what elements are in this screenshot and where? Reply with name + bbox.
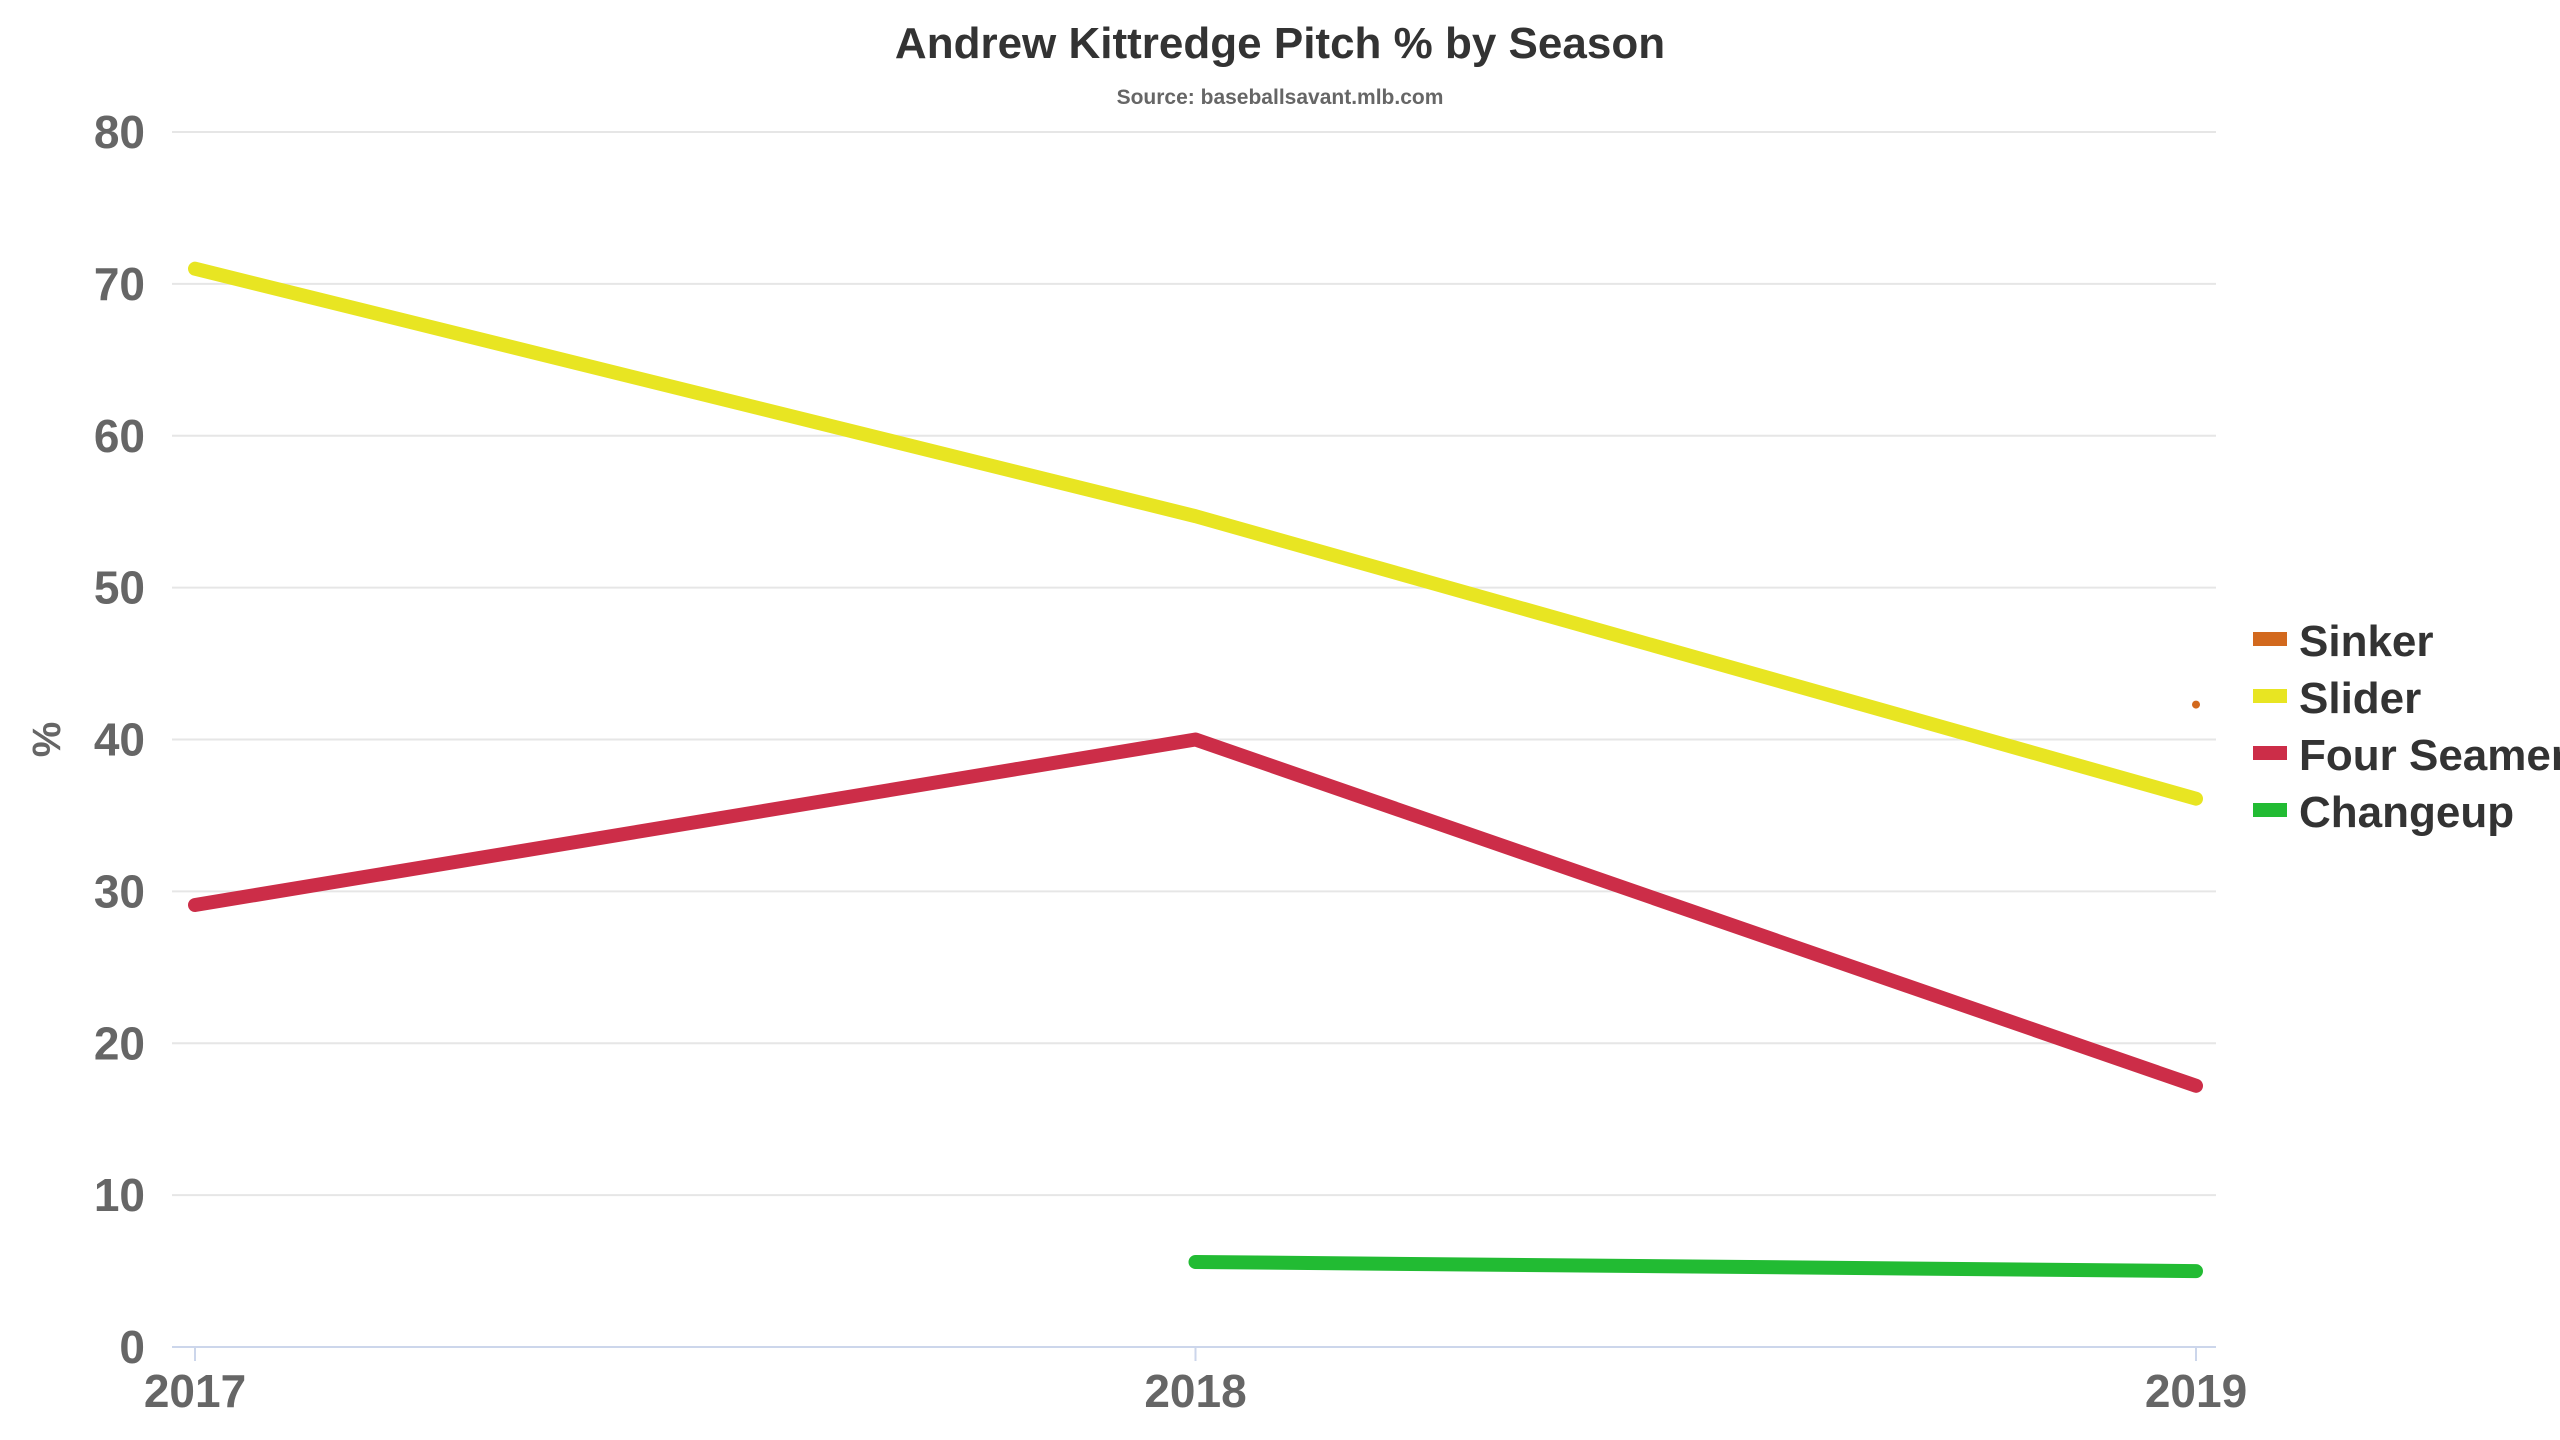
- y-axis-title: %: [25, 722, 69, 758]
- legend-label-four-seamer[interactable]: Four Seamer: [2299, 731, 2560, 780]
- y-axis: 0 10 20 30 40 50 60 70 80: [94, 106, 145, 1373]
- legend: Sinker Slider Four Seamer Changeup: [2253, 617, 2560, 837]
- chart-title: Andrew Kittredge Pitch % by Season: [895, 19, 1665, 68]
- legend-swatch-changeup: [2253, 803, 2287, 817]
- y-tick-label: 10: [94, 1169, 145, 1221]
- y-tick-label: 20: [94, 1017, 145, 1069]
- gridlines: [172, 131, 2216, 1197]
- legend-label-sinker[interactable]: Sinker: [2299, 617, 2434, 666]
- series-line-slider: [188, 261, 2203, 806]
- data-point-sinker: [2192, 700, 2200, 709]
- x-tick-label: 2019: [2145, 1365, 2247, 1417]
- y-tick-label: 50: [94, 562, 145, 614]
- plot-area: [188, 261, 2203, 1279]
- x-axis: 2017 2018 2019: [144, 1346, 2247, 1417]
- y-tick-label: 70: [94, 258, 145, 310]
- legend-label-slider[interactable]: Slider: [2299, 674, 2421, 723]
- legend-label-changeup[interactable]: Changeup: [2299, 788, 2514, 837]
- y-tick-label: 60: [94, 410, 145, 462]
- y-tick-label: 40: [94, 714, 145, 766]
- legend-swatch-four-seamer: [2253, 746, 2287, 760]
- y-tick-label: 80: [94, 106, 145, 158]
- series-line-changeup: [1188, 1255, 2203, 1279]
- y-tick-label: 30: [94, 865, 145, 917]
- legend-swatch-sinker: [2253, 632, 2287, 646]
- legend-swatch-slider: [2253, 689, 2287, 703]
- x-tick-label: 2017: [144, 1365, 246, 1417]
- series-line-four-seamer: [188, 732, 2203, 1093]
- x-tick-label: 2018: [1144, 1365, 1246, 1417]
- y-tick-label: 0: [119, 1321, 145, 1373]
- chart-subtitle: Source: baseballsavant.mlb.com: [1117, 86, 1444, 109]
